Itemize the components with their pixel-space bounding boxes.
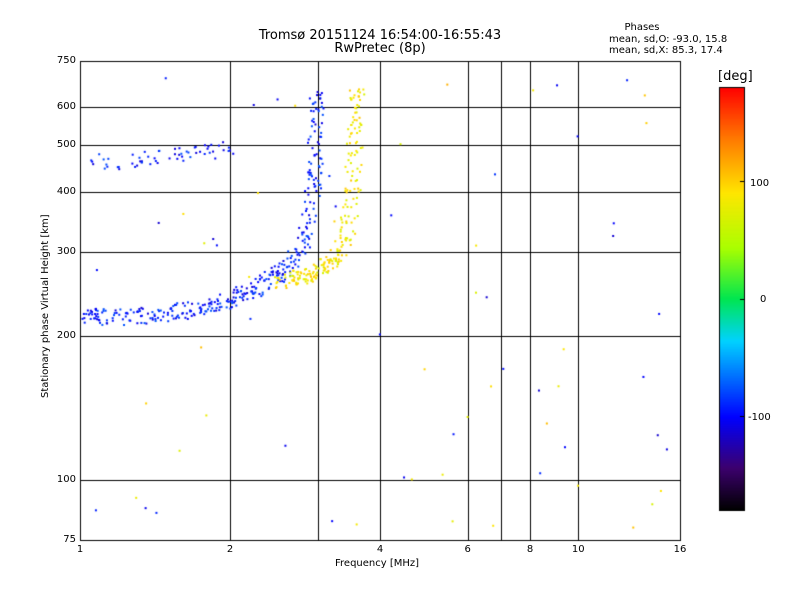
x-tick-label: 4	[376, 544, 384, 555]
y-tick-label: 75	[63, 534, 76, 545]
colorbar-tick-0: 0	[760, 294, 767, 305]
phase-x-stats: mean, sd,X: 85.3, 17.4	[609, 45, 723, 56]
y-tick-label: 300	[56, 245, 76, 257]
x-axis-label: Frequency [MHz]	[335, 558, 420, 569]
y-tick-label: 100	[56, 474, 76, 486]
x-tick-label: 6	[464, 544, 471, 555]
x-tick-label: 1	[76, 544, 84, 555]
chart-subtitle: RwPretec (8p)	[334, 41, 426, 56]
colorbar-label: [deg]	[718, 69, 753, 84]
x-tick-label: 16	[673, 544, 687, 555]
y-tick-label: 750	[56, 55, 76, 66]
y-tick-label: 200	[56, 329, 76, 341]
phase-title: Phases	[624, 22, 660, 33]
colorbar-tick-100: 100	[750, 178, 770, 189]
x-tick-label: 10	[571, 544, 585, 555]
y-axis-label: Stationary phase Virtual Height [km]	[40, 214, 51, 398]
phase-o-stats: mean, sd,O: -93.0, 15.8	[609, 34, 728, 45]
colorbar-tick-minus-100: -100	[748, 412, 771, 423]
x-tick-label: 2	[226, 544, 234, 555]
x-tick-label: 8	[526, 544, 534, 555]
chart-title: Tromsø 20151124 16:54:00-16:55:43	[258, 28, 502, 43]
y-tick-label: 400	[56, 185, 76, 197]
y-tick-label: 600	[56, 101, 76, 113]
y-tick-label: 500	[56, 139, 76, 151]
